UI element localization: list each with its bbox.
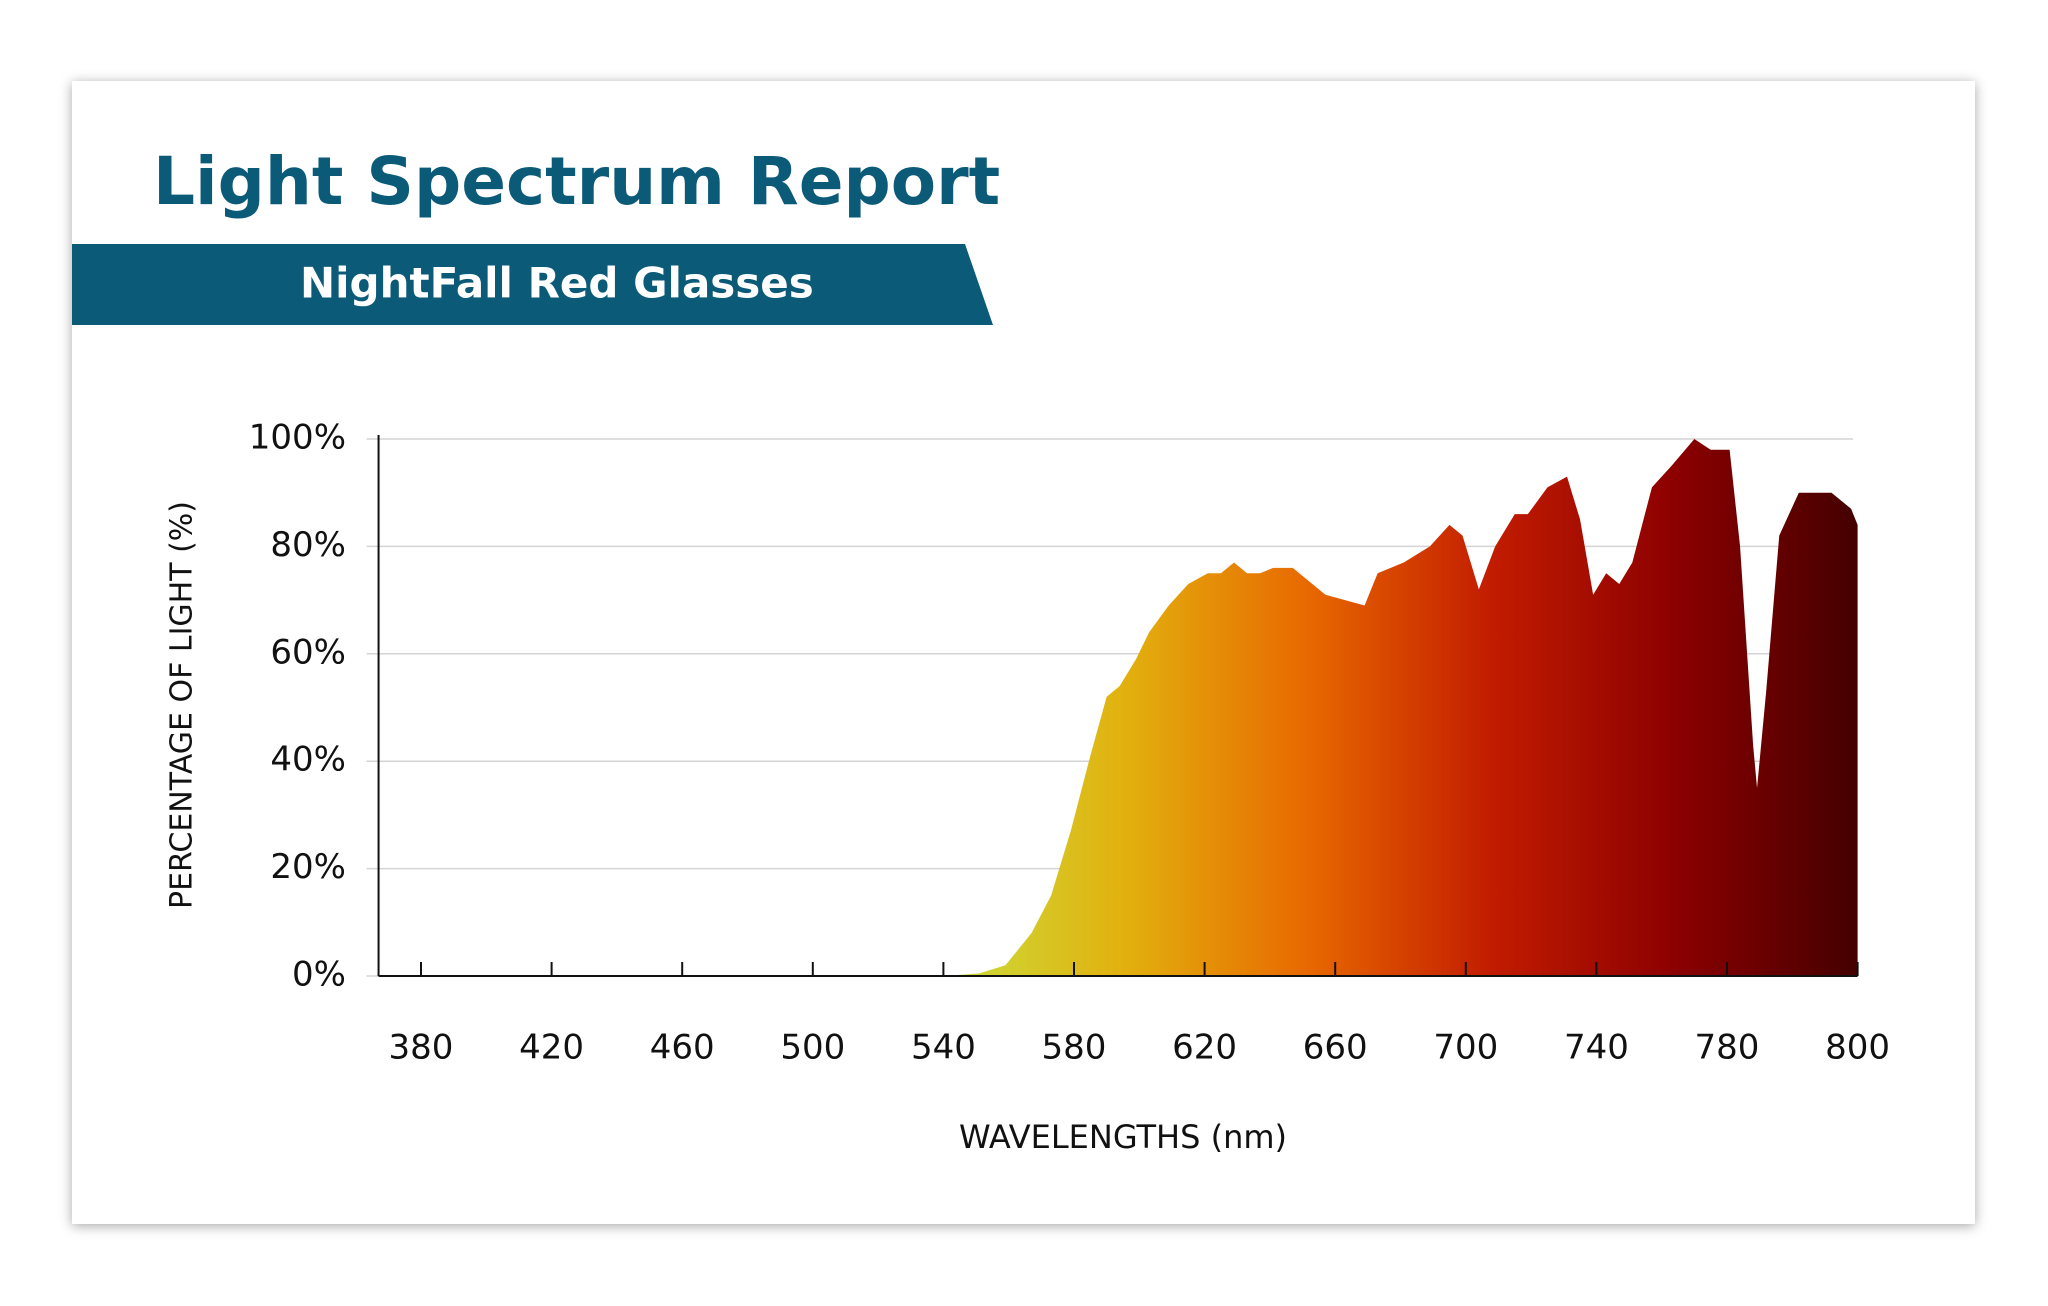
y-axis-title: PERCENTAGE OF LIGHT (%) bbox=[165, 501, 200, 909]
x-tick-label: 380 bbox=[389, 1028, 454, 1068]
y-tick-label: 60% bbox=[270, 632, 346, 672]
x-tick-label: 420 bbox=[519, 1028, 584, 1068]
banner bbox=[72, 244, 993, 325]
y-tick-label: 80% bbox=[270, 525, 346, 565]
x-tick-label: 660 bbox=[1303, 1028, 1368, 1068]
y-tick-label: 20% bbox=[270, 847, 346, 887]
y-tick-label: 100% bbox=[249, 418, 346, 458]
x-tick-label: 580 bbox=[1042, 1028, 1107, 1068]
chart-subtitle: NightFall Red Glasses bbox=[300, 259, 814, 308]
chart-title: Light Spectrum Report bbox=[153, 143, 1000, 220]
x-tick-label: 460 bbox=[650, 1028, 715, 1068]
x-tick-label: 780 bbox=[1695, 1028, 1760, 1068]
x-tick-label: 500 bbox=[780, 1028, 845, 1068]
x-tick-label: 800 bbox=[1825, 1028, 1890, 1068]
x-tick-label: 540 bbox=[911, 1028, 976, 1068]
y-tick-label: 0% bbox=[292, 955, 346, 995]
x-tick-label: 740 bbox=[1564, 1028, 1629, 1068]
y-tick-label: 40% bbox=[270, 740, 346, 780]
x-axis-title: WAVELENGTHS (nm) bbox=[959, 1118, 1287, 1156]
x-tick-label: 620 bbox=[1172, 1028, 1237, 1068]
spectrum-area bbox=[943, 439, 1858, 976]
x-tick-label: 700 bbox=[1433, 1028, 1498, 1068]
